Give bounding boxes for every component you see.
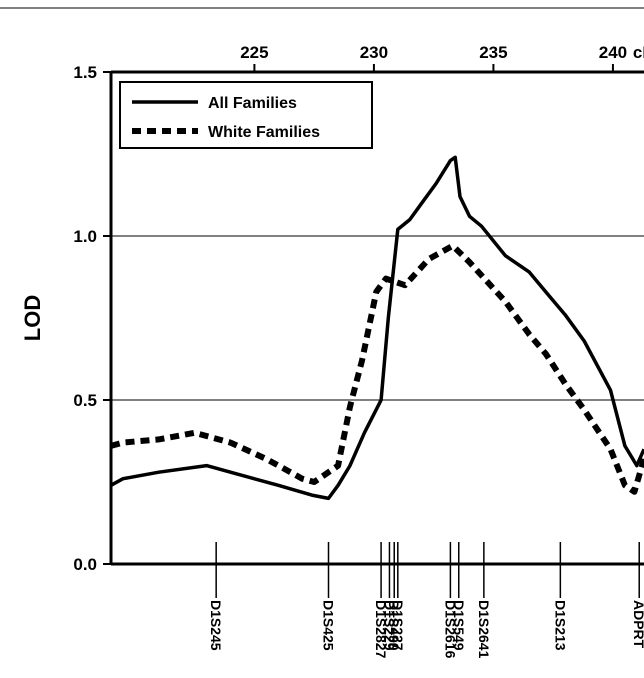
legend-label: White Families — [208, 124, 320, 141]
marker-label: ADPRT — [631, 600, 644, 649]
series-line-white-families — [110, 242, 644, 495]
marker-label: D1S425 — [321, 600, 337, 651]
x-tick-label: 240 — [599, 43, 627, 62]
marker-label: D1S2616 — [442, 600, 458, 659]
y-tick-label: 1.0 — [73, 227, 97, 246]
y-tick-label: 0.0 — [73, 555, 97, 574]
y-axis-title: LOD — [20, 295, 45, 341]
marker-label: D1S245 — [208, 600, 224, 651]
marker-label: D1S227 — [390, 600, 406, 651]
marker-label: D1S2827 — [373, 600, 389, 659]
marker-label: D1S490 — [386, 600, 402, 651]
series-lines — [110, 155, 644, 501]
x-tick-label: 235 — [479, 43, 507, 62]
grid-lines — [111, 235, 644, 401]
marker-label: D1S229 — [381, 600, 397, 651]
legend-box — [119, 81, 373, 149]
legend: All Families White Families — [119, 81, 373, 149]
series-line-all-families — [110, 155, 644, 501]
y-tick-label: 1.5 — [73, 63, 97, 82]
legend-label: All Families — [208, 95, 297, 112]
x-axis-unit-label: cM — [633, 43, 644, 62]
x-tick-label: 230 — [360, 43, 388, 62]
marker-label: D1S549 — [451, 600, 467, 651]
marker-label: D1S2641 — [476, 600, 492, 659]
y-tick-label: 0.5 — [73, 391, 97, 410]
x-tick-label: 225 — [240, 43, 268, 62]
axes: 0.0 0.5 1.0 1.5 225 230 235 240 — [73, 43, 644, 574]
marker-label: D1S213 — [552, 600, 568, 651]
